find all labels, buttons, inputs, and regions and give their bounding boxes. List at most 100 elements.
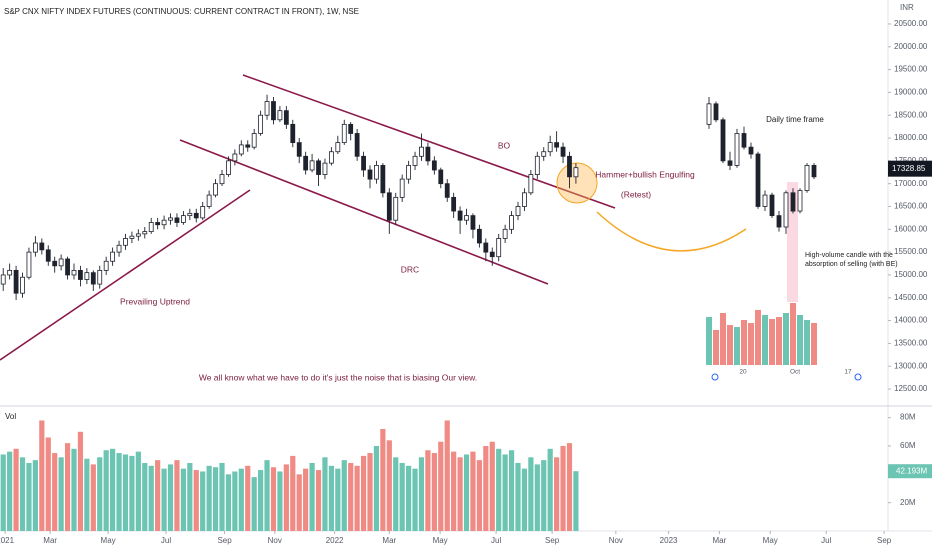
candle-body	[438, 169, 444, 185]
volume-bar	[264, 460, 270, 531]
candle-body	[116, 244, 122, 253]
candle-body	[78, 269, 83, 280]
candle-body	[399, 178, 405, 198]
annotation: DRC	[401, 264, 419, 274]
annotation: (Retest)	[621, 189, 651, 199]
candle-body	[797, 190, 803, 212]
volume-bar	[232, 471, 238, 531]
volume-bar	[496, 448, 502, 531]
candle-body	[97, 269, 103, 285]
candle-body	[560, 146, 566, 157]
retest-arc	[596, 211, 747, 252]
x-tick-label: Nov	[609, 536, 623, 545]
volume-title: Vol	[5, 412, 16, 421]
volume-bar	[258, 470, 264, 531]
candle-body	[290, 123, 296, 144]
candle-body	[811, 165, 817, 178]
inset-volume-bar	[720, 313, 726, 365]
y-tick-label: 80M	[900, 413, 916, 422]
volume-bar	[161, 468, 167, 531]
inset-handle	[854, 373, 862, 381]
candle-body	[206, 194, 212, 207]
x-tick-label: Sep	[545, 536, 560, 545]
inset-x-label: Oct	[790, 369, 800, 376]
x-tick-label: Jul	[491, 536, 501, 545]
candle-body	[464, 215, 469, 221]
volume-bar	[122, 454, 129, 531]
volume-bar	[451, 451, 457, 531]
inset-handle	[711, 373, 719, 381]
volume-bar	[508, 450, 515, 531]
candle-body	[271, 101, 276, 121]
candle-body	[219, 174, 225, 185]
inset-volume-bar	[741, 320, 747, 365]
candle-body	[168, 217, 173, 221]
candle-body	[277, 110, 283, 121]
volume-bar	[110, 448, 116, 531]
candle-body	[103, 260, 109, 271]
candle-body	[713, 103, 719, 121]
volume-bar	[58, 457, 64, 531]
volume-bar	[489, 441, 495, 531]
candle-body	[283, 110, 289, 125]
volume-bar	[373, 445, 380, 531]
volume-bar	[135, 451, 141, 531]
last-volume-box	[888, 464, 932, 479]
y-tick-label: 13000.00	[894, 361, 928, 370]
candle-body	[451, 196, 457, 212]
y-tick-label: 12500.00	[894, 384, 928, 393]
volume-bar	[348, 462, 354, 531]
candle-body	[251, 133, 257, 148]
y-tick-label: 14000.00	[894, 316, 928, 325]
candle-body	[367, 169, 373, 180]
volume-bar	[277, 471, 283, 531]
inset-volume-bar	[790, 303, 796, 365]
candle-body	[374, 165, 379, 180]
candle-body	[187, 212, 193, 217]
volume-bar	[521, 468, 528, 531]
volume-bar	[399, 462, 405, 531]
volume-bar	[103, 450, 109, 531]
volume-bar	[341, 460, 347, 531]
volume-bar	[32, 460, 38, 531]
volume-bar	[193, 470, 199, 531]
volume-bar	[438, 441, 444, 531]
volume-bar	[64, 443, 71, 531]
candle-body	[309, 160, 315, 171]
volume-bar	[470, 451, 476, 531]
candle-body	[238, 144, 244, 155]
volume-bar	[354, 465, 360, 531]
volume-bar	[148, 465, 154, 531]
candle-body	[129, 235, 135, 239]
annotation: absorption of selling (with BE)	[805, 261, 898, 268]
candle-body	[755, 153, 761, 207]
volume-bar	[187, 462, 193, 531]
candle-body	[135, 233, 141, 237]
y-tick-label: 20M	[900, 498, 916, 507]
volume-bar	[573, 471, 579, 531]
annotation: Hammer+bullish Engulfing	[595, 169, 695, 179]
x-tick-label: Sep	[877, 536, 892, 545]
volume-bar	[219, 462, 225, 531]
candle-body	[0, 274, 6, 285]
volume-bar	[0, 454, 6, 531]
volume-bar	[444, 420, 450, 531]
y-tick-label: 16500.00	[894, 202, 928, 211]
volume-bar	[84, 458, 90, 531]
x-tick-label: Mar	[382, 536, 396, 545]
volume-bar	[412, 468, 418, 531]
volume-bar	[39, 420, 45, 531]
y-tick-label: 17500.00	[894, 156, 928, 165]
candle-body	[155, 222, 161, 226]
x-tick-label: May	[433, 536, 448, 545]
candle-body	[348, 123, 354, 134]
candle-body	[720, 119, 726, 162]
channel-upper-line	[242, 74, 616, 209]
candle-body	[393, 196, 399, 221]
volume-bar	[296, 474, 302, 531]
inset-volume-bar	[811, 323, 817, 365]
volume-bar	[547, 448, 553, 531]
y-tick-label: 19500.00	[894, 65, 928, 74]
y-tick-label: 18500.00	[894, 110, 928, 119]
candle-body	[804, 165, 810, 191]
